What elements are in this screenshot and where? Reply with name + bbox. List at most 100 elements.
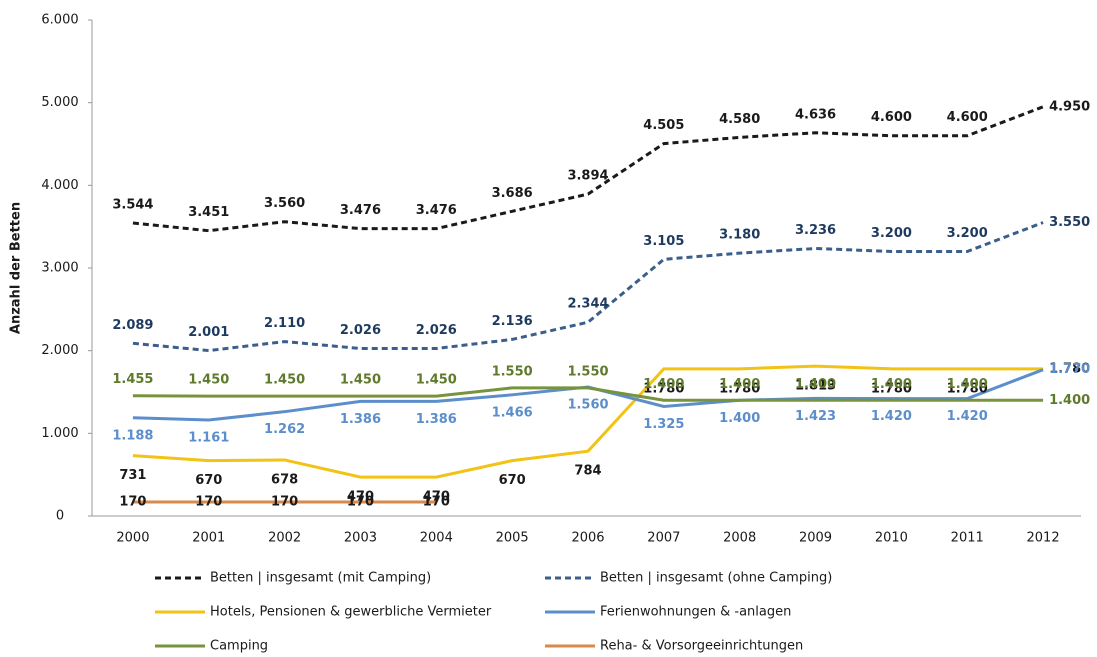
data-label: 670 — [499, 473, 526, 488]
data-label: 2.001 — [188, 325, 229, 340]
data-label: 3.544 — [112, 198, 153, 213]
data-label: 1.780 — [871, 381, 912, 396]
data-label: 1.560 — [567, 398, 608, 413]
data-label: 4.505 — [643, 118, 684, 133]
data-label: 1.813 — [795, 379, 836, 394]
x-tick-label: 2001 — [192, 531, 225, 546]
x-tick-label: 2003 — [344, 531, 377, 546]
data-label: 1.450 — [264, 373, 305, 388]
data-label: 1.466 — [492, 405, 533, 420]
data-label: 1.420 — [871, 409, 912, 424]
data-label: 2.344 — [567, 297, 608, 312]
data-label: 2.136 — [492, 314, 533, 329]
data-label: 1.325 — [643, 417, 684, 432]
data-label: 1.188 — [112, 428, 153, 443]
legend-label: Reha- & Vorsorgeeinrichtungen — [600, 639, 803, 654]
data-label: 170 — [271, 494, 298, 509]
data-label: 2.026 — [340, 323, 381, 338]
x-tick-label: 2004 — [420, 531, 453, 546]
x-tick-label: 2006 — [571, 531, 604, 546]
series-line — [132, 221, 1044, 353]
data-label: 2.110 — [264, 316, 305, 331]
legend-label: Camping — [210, 639, 268, 654]
data-label: 678 — [271, 472, 298, 487]
data-label: 3.180 — [719, 228, 760, 243]
data-label: 3.200 — [871, 226, 912, 241]
data-label: 1.420 — [947, 409, 988, 424]
data-label: 1.780 — [1049, 361, 1090, 376]
y-tick-label: 5.000 — [41, 95, 78, 110]
legend-label: Betten | insgesamt (mit Camping) — [210, 571, 431, 586]
data-label: 1.780 — [643, 381, 684, 396]
data-label: 1.262 — [264, 422, 305, 437]
data-label: 1.423 — [795, 409, 836, 424]
series-line — [132, 386, 1044, 402]
data-label: 170 — [347, 494, 374, 509]
x-tick-label: 2012 — [1027, 531, 1060, 546]
data-label: 1.400 — [795, 377, 836, 392]
data-label: 170 — [423, 494, 450, 509]
data-label: 1.780 — [947, 381, 988, 396]
data-label: 4.636 — [795, 107, 836, 122]
data-label: 1.386 — [340, 412, 381, 427]
data-label: 470 — [347, 490, 374, 505]
x-tick-label: 2005 — [496, 531, 529, 546]
data-label: 170 — [195, 494, 222, 509]
x-tick-label: 2002 — [268, 531, 301, 546]
x-tick-label: 2000 — [116, 531, 149, 546]
data-label: 1.400 — [871, 377, 912, 392]
data-label: 1.780 — [719, 381, 760, 396]
data-label: 3.236 — [795, 223, 836, 238]
y-axis-title: Anzahl der Betten — [9, 202, 24, 334]
legend-label: Betten | insgesamt (ohne Camping) — [600, 571, 832, 586]
data-label: 1.400 — [643, 377, 684, 392]
data-label: 1.400 — [947, 377, 988, 392]
legend-label: Ferienwohnungen & -anlagen — [600, 605, 791, 620]
data-label: 3.451 — [188, 205, 229, 220]
data-label: 1.450 — [340, 373, 381, 388]
legend-label: Hotels, Pensionen & gewerbliche Vermiete… — [210, 605, 492, 620]
data-label: 784 — [574, 464, 601, 479]
data-label: 1.450 — [188, 373, 229, 388]
data-label: 1.550 — [492, 364, 533, 379]
series-line — [132, 105, 1044, 233]
data-label: 470 — [423, 490, 450, 505]
data-label: 1.400 — [719, 377, 760, 392]
data-label: 1.400 — [719, 411, 760, 426]
y-tick-label: 0 — [56, 509, 64, 524]
data-label: 1.400 — [1049, 393, 1090, 408]
data-label: 1.770 — [1049, 362, 1090, 377]
data-label: 3.560 — [264, 196, 305, 211]
x-tick-label: 2009 — [799, 531, 832, 546]
data-label: 1.161 — [188, 431, 229, 446]
series-line — [132, 364, 1044, 479]
data-label: 3.894 — [567, 169, 608, 184]
data-label: 3.476 — [416, 203, 457, 218]
x-tick-label: 2008 — [723, 531, 756, 546]
data-label: 1.550 — [567, 364, 608, 379]
data-label: 3.200 — [947, 226, 988, 241]
data-label: 731 — [119, 468, 146, 483]
y-tick-label: 2.000 — [41, 343, 78, 358]
y-tick-label: 6.000 — [41, 13, 78, 28]
x-tick-label: 2010 — [875, 531, 908, 546]
data-label: 2.089 — [112, 318, 153, 333]
data-label: 4.600 — [871, 110, 912, 125]
data-label: 2.026 — [416, 323, 457, 338]
data-label: 4.580 — [719, 112, 760, 127]
data-label: 3.686 — [492, 186, 533, 201]
data-label: 1.386 — [416, 412, 457, 427]
y-tick-label: 3.000 — [41, 261, 78, 276]
data-label: 170 — [119, 494, 146, 509]
y-tick-label: 1.000 — [41, 426, 78, 441]
data-label: 1.455 — [112, 372, 153, 387]
data-label: 670 — [195, 473, 222, 488]
data-label: 4.950 — [1049, 99, 1090, 114]
data-label: 3.550 — [1049, 215, 1090, 230]
data-label: 1.450 — [416, 373, 457, 388]
x-tick-label: 2011 — [951, 531, 984, 546]
data-label: 3.105 — [643, 234, 684, 249]
data-label: 4.600 — [947, 110, 988, 125]
y-tick-label: 4.000 — [41, 178, 78, 193]
